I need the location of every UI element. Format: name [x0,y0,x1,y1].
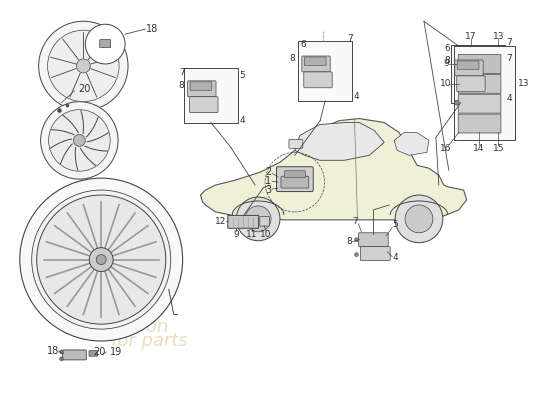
Text: 20: 20 [93,347,106,357]
Text: 5: 5 [392,220,398,229]
Ellipse shape [39,21,128,111]
Text: 6: 6 [300,40,306,48]
FancyBboxPatch shape [100,40,111,48]
FancyBboxPatch shape [455,60,483,76]
FancyBboxPatch shape [89,351,97,356]
FancyBboxPatch shape [184,68,238,122]
Circle shape [354,253,359,257]
Polygon shape [295,122,384,160]
FancyBboxPatch shape [457,61,479,70]
Circle shape [73,134,85,146]
Circle shape [59,350,63,354]
Text: 18: 18 [146,24,158,34]
Text: 7: 7 [353,217,358,226]
Text: 4: 4 [239,116,245,125]
Text: 13: 13 [493,32,504,41]
FancyBboxPatch shape [360,247,390,260]
FancyBboxPatch shape [284,171,305,178]
FancyBboxPatch shape [359,233,388,247]
Text: 7: 7 [348,34,353,43]
FancyBboxPatch shape [304,72,332,88]
Text: 2: 2 [265,167,271,177]
Circle shape [76,59,90,73]
Text: 5: 5 [239,71,245,80]
Text: 10: 10 [440,79,452,88]
FancyBboxPatch shape [302,56,330,72]
FancyBboxPatch shape [458,54,501,73]
Text: 6: 6 [444,44,450,52]
Circle shape [32,190,170,329]
Text: 13: 13 [518,79,529,88]
FancyBboxPatch shape [458,94,501,113]
Circle shape [37,195,166,324]
Text: 4: 4 [354,92,359,101]
Text: 10: 10 [260,230,272,239]
Text: 8: 8 [179,81,185,90]
Text: 17: 17 [465,32,476,41]
Circle shape [245,206,271,232]
Polygon shape [201,118,466,220]
Text: 7: 7 [507,54,512,64]
FancyBboxPatch shape [277,167,313,192]
Text: 20: 20 [78,84,91,94]
FancyBboxPatch shape [458,114,501,133]
FancyBboxPatch shape [458,74,501,93]
FancyBboxPatch shape [298,41,353,101]
FancyBboxPatch shape [456,76,485,92]
Circle shape [236,197,280,241]
Text: 8: 8 [346,237,353,246]
Ellipse shape [41,102,118,179]
Circle shape [66,104,69,107]
Text: for parts: for parts [111,332,187,350]
Text: 1: 1 [265,176,271,186]
FancyBboxPatch shape [281,176,309,188]
Text: 18: 18 [47,346,59,356]
FancyBboxPatch shape [228,215,258,228]
FancyBboxPatch shape [190,97,218,113]
Circle shape [96,255,106,264]
Polygon shape [394,132,429,155]
Ellipse shape [48,30,119,102]
Text: 9: 9 [233,230,239,239]
Text: 9: 9 [443,60,449,68]
Text: 19: 19 [110,347,122,357]
Circle shape [89,248,113,272]
Circle shape [20,178,183,341]
Circle shape [59,357,63,361]
Text: 15: 15 [493,144,504,153]
FancyBboxPatch shape [451,45,505,103]
FancyBboxPatch shape [260,216,270,226]
Circle shape [354,238,359,242]
Ellipse shape [48,110,110,171]
Text: 3: 3 [265,185,271,195]
FancyBboxPatch shape [304,57,326,66]
Circle shape [85,24,125,64]
Text: 4: 4 [392,253,398,262]
Text: 16: 16 [440,144,452,153]
Circle shape [405,205,433,233]
Circle shape [395,195,443,243]
Text: 7: 7 [179,68,185,77]
Text: 8: 8 [289,54,295,64]
Text: 4: 4 [507,94,512,103]
Circle shape [58,109,62,113]
Text: 7: 7 [507,38,512,47]
FancyBboxPatch shape [190,82,212,90]
Text: 14: 14 [473,144,484,153]
Text: a passion: a passion [84,318,169,336]
Text: 8: 8 [444,56,450,66]
FancyBboxPatch shape [63,350,86,360]
Text: 12: 12 [214,217,226,226]
Text: 11: 11 [246,230,258,239]
Circle shape [454,100,459,105]
FancyBboxPatch shape [188,81,216,97]
FancyBboxPatch shape [454,46,515,140]
FancyBboxPatch shape [289,140,303,148]
